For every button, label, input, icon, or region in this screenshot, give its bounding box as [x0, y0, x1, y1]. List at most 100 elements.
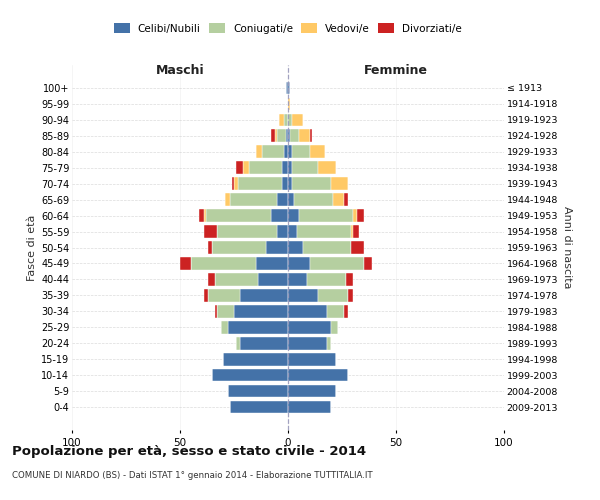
Bar: [217, 305, 234, 318]
Bar: [204, 226, 217, 238]
Bar: [288, 82, 290, 94]
Bar: [180, 257, 191, 270]
Bar: [238, 178, 281, 190]
Bar: [349, 289, 353, 302]
Bar: [191, 257, 256, 270]
Bar: [296, 226, 350, 238]
Bar: [204, 210, 206, 222]
Bar: [215, 305, 217, 318]
Bar: [221, 321, 227, 334]
Bar: [288, 162, 292, 174]
Bar: [288, 289, 318, 302]
Bar: [256, 146, 262, 158]
Text: COMUNE DI NIARDO (BS) - Dati ISTAT 1° gennaio 2014 - Elaborazione TUTTITALIA.IT: COMUNE DI NIARDO (BS) - Dati ISTAT 1° ge…: [12, 470, 373, 480]
Bar: [234, 305, 288, 318]
Bar: [290, 130, 299, 142]
Bar: [303, 242, 350, 254]
Bar: [288, 401, 331, 413]
Bar: [271, 210, 288, 222]
Bar: [288, 146, 292, 158]
Bar: [208, 273, 215, 285]
Bar: [331, 321, 338, 334]
Bar: [232, 178, 234, 190]
Bar: [281, 162, 288, 174]
Bar: [288, 226, 296, 238]
Y-axis label: Fasce di età: Fasce di età: [26, 214, 37, 280]
Bar: [299, 130, 310, 142]
Bar: [334, 194, 344, 206]
Bar: [288, 98, 290, 110]
Bar: [234, 178, 238, 190]
Bar: [292, 178, 331, 190]
Bar: [206, 210, 271, 222]
Bar: [258, 273, 288, 285]
Bar: [281, 178, 288, 190]
Bar: [288, 257, 310, 270]
Bar: [215, 273, 258, 285]
Text: Maschi: Maschi: [155, 64, 205, 76]
Bar: [292, 146, 310, 158]
Bar: [318, 162, 335, 174]
Bar: [350, 242, 364, 254]
Bar: [208, 289, 241, 302]
Bar: [288, 242, 303, 254]
Bar: [286, 82, 288, 94]
Bar: [288, 369, 349, 382]
Bar: [226, 194, 230, 206]
Bar: [299, 210, 353, 222]
Bar: [288, 210, 299, 222]
Bar: [256, 257, 288, 270]
Bar: [204, 289, 208, 302]
Bar: [271, 130, 275, 142]
Y-axis label: Anni di nascita: Anni di nascita: [562, 206, 572, 289]
Bar: [350, 226, 353, 238]
Bar: [277, 130, 286, 142]
Text: Popolazione per età, sesso e stato civile - 2014: Popolazione per età, sesso e stato civil…: [12, 445, 366, 458]
Bar: [199, 210, 204, 222]
Bar: [227, 385, 288, 398]
Bar: [288, 305, 327, 318]
Bar: [266, 242, 288, 254]
Bar: [262, 146, 284, 158]
Bar: [353, 210, 357, 222]
Bar: [288, 385, 335, 398]
Bar: [288, 130, 290, 142]
Bar: [208, 242, 212, 254]
Bar: [327, 337, 331, 349]
Bar: [277, 194, 288, 206]
Bar: [288, 114, 292, 126]
Bar: [310, 146, 325, 158]
Bar: [280, 114, 284, 126]
Bar: [241, 337, 288, 349]
Bar: [284, 114, 288, 126]
Bar: [217, 226, 277, 238]
Bar: [288, 194, 295, 206]
Bar: [230, 401, 288, 413]
Bar: [288, 353, 335, 366]
Bar: [292, 162, 318, 174]
Bar: [284, 146, 288, 158]
Bar: [364, 257, 372, 270]
Bar: [288, 178, 292, 190]
Bar: [327, 305, 344, 318]
Bar: [344, 305, 349, 318]
Bar: [331, 178, 349, 190]
Bar: [310, 130, 312, 142]
Bar: [241, 289, 288, 302]
Bar: [249, 162, 281, 174]
Bar: [275, 130, 277, 142]
Bar: [288, 337, 327, 349]
Bar: [288, 273, 307, 285]
Bar: [295, 194, 334, 206]
Bar: [357, 210, 364, 222]
Bar: [307, 273, 346, 285]
Bar: [277, 226, 288, 238]
Bar: [227, 321, 288, 334]
Legend: Celibi/Nubili, Coniugati/e, Vedovi/e, Divorziati/e: Celibi/Nubili, Coniugati/e, Vedovi/e, Di…: [110, 19, 466, 38]
Bar: [242, 162, 249, 174]
Bar: [286, 130, 288, 142]
Bar: [292, 114, 303, 126]
Bar: [344, 194, 349, 206]
Text: Femmine: Femmine: [364, 64, 428, 76]
Bar: [310, 257, 364, 270]
